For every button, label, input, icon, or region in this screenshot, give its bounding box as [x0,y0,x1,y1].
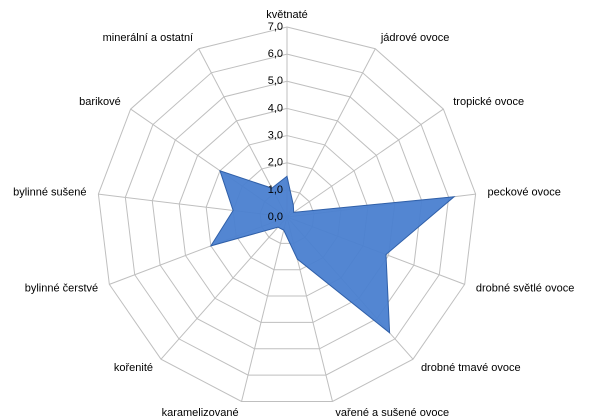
y-tick-label: 5,0 [268,75,283,87]
spoke [160,216,288,360]
category-label: květnaté [266,9,308,21]
category-label: jádrové ovoce [380,32,450,44]
category-label: minerální a ostatní [103,32,194,44]
category-label: bylinné čerstvé [25,283,98,295]
category-label: tropické ovoce [453,96,524,108]
y-tick-label: 6,0 [268,48,283,60]
y-tick-label: 2,0 [268,157,283,169]
category-label: drobné světlé ovoce [476,283,574,295]
category-label: vařené a sušené ovoce [335,407,449,419]
category-label: kořenité [114,362,153,374]
data-area [209,169,456,334]
spoke [286,48,376,218]
grid-line [151,80,423,350]
y-tick-label: 4,0 [268,102,283,114]
grid-line [205,135,369,297]
grid-line [97,26,477,402]
category-label: karamelizované [162,407,239,419]
category-label: peckové ovoce [488,187,561,199]
y-tick-label: 7,0 [268,21,283,33]
category-label: bylinné sušené [13,187,86,199]
category-label: drobné tmavé ovoce [421,362,521,374]
grid-line [124,53,450,376]
y-tick-label: 1,0 [268,184,283,196]
y-tick-label: 0,0 [268,211,283,223]
spoke [241,216,288,402]
grid-line [178,107,396,323]
y-tick-label: 3,0 [268,129,283,141]
category-label: barikové [79,96,121,108]
spoke [286,108,444,218]
